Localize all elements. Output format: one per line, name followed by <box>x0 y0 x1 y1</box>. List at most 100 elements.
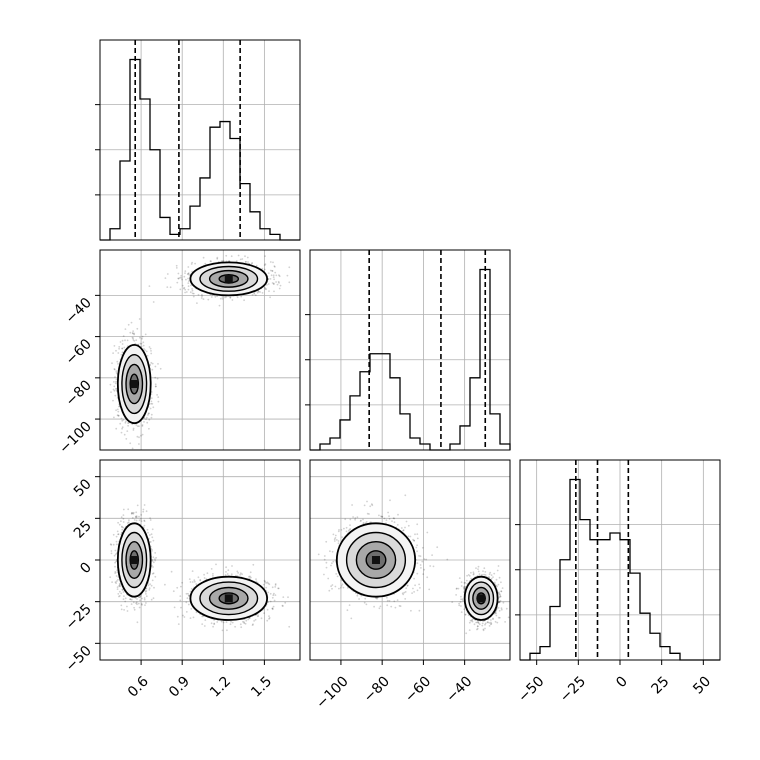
scatter-point <box>136 603 138 606</box>
scatter-point <box>118 584 121 587</box>
histogram-step-1 <box>310 268 511 451</box>
scatter-point <box>236 570 239 573</box>
scatter-point <box>112 352 114 354</box>
scatter-point <box>145 602 147 604</box>
scatter-point <box>225 621 228 623</box>
scatter-point <box>187 266 190 268</box>
scatter-point <box>273 266 276 268</box>
scatter-point <box>115 543 118 546</box>
scatter-point <box>199 579 202 582</box>
scatter-point <box>157 400 160 403</box>
scatter-point <box>120 417 123 420</box>
scatter-point <box>127 508 130 511</box>
scatter-point <box>140 520 143 522</box>
scatter-point <box>115 380 117 383</box>
scatter-point <box>273 265 276 267</box>
scatter-point <box>213 622 216 625</box>
scatter-point <box>272 282 275 285</box>
scatter-point <box>139 336 141 339</box>
scatter-point <box>216 295 219 298</box>
scatter-point <box>115 387 118 390</box>
scatter-point <box>113 389 116 392</box>
scatter-point <box>254 294 257 297</box>
scatter-point <box>182 614 184 617</box>
scatter-point <box>282 596 285 598</box>
scatter-point <box>151 572 154 575</box>
scatter-point <box>246 256 249 259</box>
scatter-point <box>126 339 129 342</box>
scatter-point <box>121 526 123 528</box>
scatter-point <box>136 621 139 624</box>
scatter-point <box>133 608 136 611</box>
scatter-point <box>154 385 157 388</box>
scatter-point <box>151 368 154 371</box>
scatter-point <box>141 335 144 338</box>
scatter-point <box>190 587 193 590</box>
scatter-point <box>120 431 123 434</box>
scatter-point <box>110 552 113 555</box>
scatter-point <box>118 590 121 593</box>
scatter-point <box>245 619 248 622</box>
scatter-point <box>218 304 221 307</box>
scatter-point <box>181 278 183 281</box>
scatter-point <box>272 283 275 285</box>
scatter-point <box>225 571 227 573</box>
scatter-point <box>148 285 151 287</box>
scatter-point <box>117 414 120 417</box>
scatter-point <box>288 281 291 284</box>
scatter-point <box>138 318 141 320</box>
scatter-point <box>251 262 254 264</box>
scatter-point <box>133 340 136 342</box>
scatter-point <box>187 594 190 597</box>
scatter-point <box>151 362 154 365</box>
scatter-point <box>137 602 140 605</box>
scatter-point <box>133 333 136 336</box>
scatter-point <box>279 284 282 287</box>
scatter-point <box>115 575 118 577</box>
scatter-point <box>154 376 157 379</box>
scatter-point <box>121 339 124 342</box>
scatter-point <box>113 368 116 370</box>
scatter-point <box>209 260 212 262</box>
scatter-point <box>187 277 189 280</box>
scatter-point <box>201 295 203 298</box>
scatter-point <box>159 367 162 370</box>
scatter-point <box>257 290 260 293</box>
scatter-point <box>226 629 228 632</box>
scatter-point <box>122 526 125 529</box>
scatter-point <box>151 548 153 551</box>
scatter-point <box>269 261 272 263</box>
scatter-point <box>118 595 121 597</box>
scatter-point <box>143 597 146 599</box>
scatter-point <box>244 255 246 258</box>
scatter-point <box>126 605 128 608</box>
scatter-point <box>114 553 117 556</box>
histogram-step-2 <box>520 478 720 661</box>
scatter-point <box>186 597 189 600</box>
scatter-point <box>135 602 137 604</box>
scatter-point <box>166 286 169 288</box>
scatter-point <box>149 517 152 519</box>
scatter-point <box>263 268 266 271</box>
scatter-point <box>273 278 275 281</box>
scatter-point <box>145 510 148 513</box>
scatter-point <box>185 291 188 293</box>
scatter-point <box>269 278 272 280</box>
scatter-point <box>145 418 147 421</box>
scatter-point <box>115 535 118 538</box>
scatter-point <box>127 424 129 427</box>
scatter-point <box>124 328 127 330</box>
scatter-point <box>263 612 265 614</box>
scatter-point <box>130 321 133 324</box>
scatter-point <box>115 378 118 381</box>
scatter-point <box>117 521 119 524</box>
scatter-point <box>148 587 151 590</box>
scatter-point <box>129 598 132 601</box>
scatter-point <box>221 298 224 300</box>
scatter-point <box>187 282 190 284</box>
scatter-point <box>229 623 232 626</box>
scatter-point <box>118 523 121 526</box>
scatter-point <box>120 525 123 528</box>
scatter-point <box>201 623 204 625</box>
scatter-point <box>132 337 135 340</box>
